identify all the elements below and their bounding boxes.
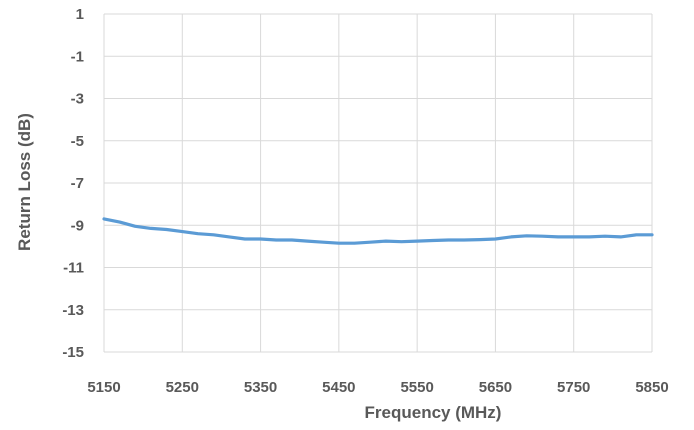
y-axis-title: Return Loss (dB)	[15, 113, 34, 251]
y-tick-label: -1	[71, 48, 84, 65]
x-axis-title: Frequency (MHz)	[365, 403, 502, 422]
gridlines	[103, 13, 653, 353]
x-axis-tick-labels: 5150 5250 5350 5450 5550 5650 5750 5850	[87, 379, 668, 396]
x-tick-label: 5450	[322, 379, 355, 396]
plot-series	[102, 217, 654, 245]
x-tick-label: 5250	[166, 379, 199, 396]
x-tick-label: 5150	[87, 379, 120, 396]
y-tick-label: -11	[63, 260, 84, 277]
series-line-0	[102, 217, 654, 245]
x-tick-label: 5850	[635, 379, 668, 396]
x-tick-label: 5550	[400, 379, 433, 396]
y-tick-label: -7	[71, 175, 84, 192]
y-tick-label: -13	[62, 302, 84, 319]
y-tick-label: -9	[71, 217, 84, 234]
y-axis-tick-labels: 1 -1 -3 -5 -7 -9 -11 -13 -15	[62, 6, 84, 361]
y-tick-label: -5	[71, 133, 84, 150]
x-tick-label: 5650	[479, 379, 512, 396]
y-tick-label: -15	[62, 344, 84, 361]
y-tick-label: -3	[71, 91, 84, 108]
x-tick-label: 5350	[244, 379, 277, 396]
y-tick-label: 1	[76, 6, 84, 23]
x-tick-label: 5750	[557, 379, 590, 396]
